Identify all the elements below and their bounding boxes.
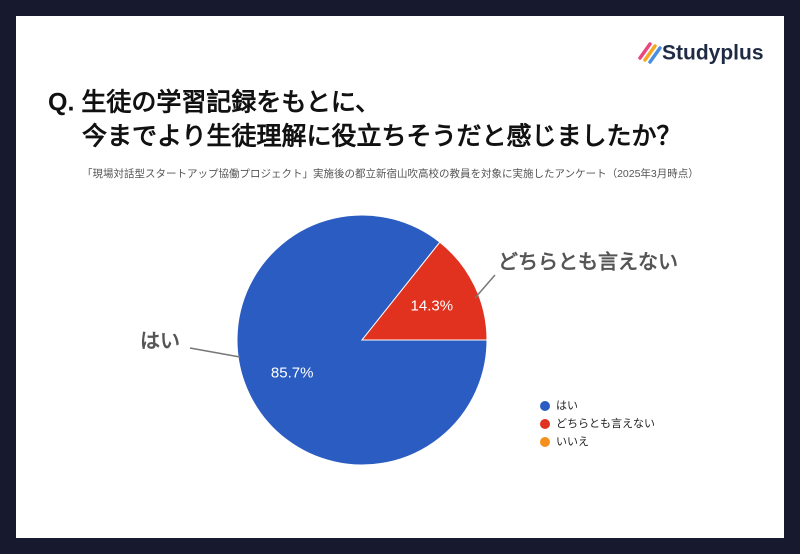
- legend-marker: [540, 401, 550, 411]
- logo-icon: [638, 42, 662, 64]
- value-label: 14.3%: [411, 297, 454, 314]
- legend-label: どちらとも言えない: [556, 417, 655, 430]
- subtitle: 「現場対話型スタートアップ協働プロジェクト」実施後の都立新宿山吹高校の教員を対象…: [82, 167, 699, 180]
- title-line: 今までより生徒理解に役立ちそうだと感じましたか？: [82, 122, 682, 151]
- title-line: Q. 生徒の学習記録をもとに、: [48, 88, 380, 117]
- legend-label: いいえ: [556, 435, 589, 448]
- callout-label: はい: [140, 330, 180, 352]
- callout-line: [474, 274, 496, 299]
- logo-text: Studyplus: [662, 42, 764, 65]
- legend-label: はい: [556, 399, 578, 412]
- callout-line: [189, 347, 241, 358]
- callout-label: どちらとも言えない: [498, 249, 678, 273]
- legend-marker: [540, 437, 550, 447]
- pie-slice: [360, 241, 488, 341]
- pie-slice: [236, 214, 488, 466]
- legend-marker: [540, 419, 550, 429]
- value-label: 85.7%: [271, 365, 314, 382]
